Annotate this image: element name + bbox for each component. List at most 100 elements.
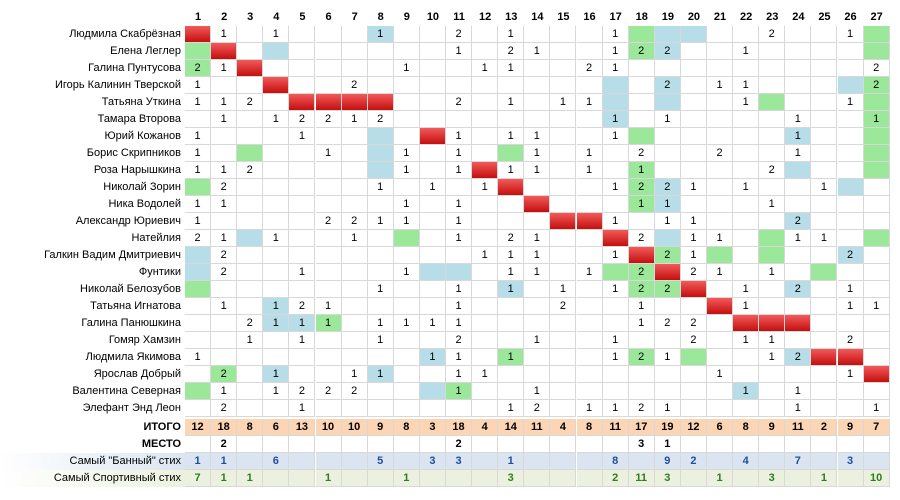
- score-cell: 1: [733, 77, 760, 94]
- score-cell: [680, 77, 707, 94]
- score-cell: [785, 315, 812, 332]
- banny-row-cell: [707, 453, 734, 470]
- banny-row-cell: 9: [654, 453, 681, 470]
- score-cell: [576, 128, 603, 145]
- score-cell: [237, 145, 264, 162]
- score-cell: [419, 281, 446, 298]
- score-cell: [263, 43, 290, 60]
- score-cell: 2: [315, 383, 342, 400]
- score-cell: [550, 162, 577, 179]
- score-cell: 2: [315, 111, 342, 128]
- participant-name: Гомяр Хамзин: [108, 334, 181, 346]
- score-cell: [550, 230, 577, 247]
- score-cell: [237, 179, 264, 196]
- score-cell: 1: [628, 162, 655, 179]
- score-cell: [811, 196, 838, 213]
- column-header: 6: [325, 11, 332, 23]
- score-cell: 1: [367, 366, 394, 383]
- mesto-row-cell: 2: [446, 436, 473, 453]
- participant-name: Николай Белозубов: [80, 283, 181, 295]
- score-cell: 1: [211, 111, 238, 128]
- score-cell: [863, 366, 890, 383]
- score-cell: [811, 60, 838, 77]
- score-cell: 1: [707, 230, 734, 247]
- score-cell: [837, 315, 864, 332]
- banny-row-cell: [289, 453, 316, 470]
- score-cell: [759, 383, 786, 400]
- score-cell: [289, 179, 316, 196]
- score-cell: [237, 247, 264, 264]
- itogo-row-cell: 7: [863, 419, 890, 436]
- score-cell: [785, 77, 812, 94]
- banny-row-cell: 1: [185, 453, 212, 470]
- score-cell: [185, 400, 212, 417]
- score-cell: [393, 128, 420, 145]
- column-header: 22: [740, 11, 753, 23]
- score-cell: 2: [628, 349, 655, 366]
- score-cell: [863, 162, 890, 179]
- score-cell: [315, 94, 342, 111]
- score-cell: [811, 162, 838, 179]
- score-cell: 1: [446, 43, 473, 60]
- score-cell: [498, 111, 525, 128]
- score-cell: [393, 298, 420, 315]
- score-cell: 1: [393, 213, 420, 230]
- score-cell: [263, 349, 290, 366]
- itogo-row-cell: 9: [759, 419, 786, 436]
- score-cell: 1: [602, 281, 629, 298]
- score-cell: [680, 196, 707, 213]
- column-header: 7: [351, 11, 358, 23]
- sport-row-cell: [289, 470, 316, 487]
- score-cell: 2: [654, 179, 681, 196]
- score-cell: [237, 60, 264, 77]
- score-cell: [628, 111, 655, 128]
- score-cell: [446, 77, 473, 94]
- score-cell: [550, 264, 577, 281]
- sport-row-cell: [419, 470, 446, 487]
- score-cell: 2: [185, 60, 212, 77]
- participant-name: Валентина Северная: [72, 385, 181, 397]
- score-cell: 1: [263, 298, 290, 315]
- score-cell: [785, 298, 812, 315]
- banny-row-cell: 3: [446, 453, 473, 470]
- mesto-row-cell: [419, 436, 446, 453]
- score-cell: 1: [498, 94, 525, 111]
- column-header: 10: [426, 11, 440, 23]
- score-cell: [289, 162, 316, 179]
- score-cell: [863, 281, 890, 298]
- score-cell: [341, 332, 368, 349]
- score-cell: [263, 400, 290, 417]
- score-cell: [628, 247, 655, 264]
- itogo-row-cell: 10: [341, 419, 368, 436]
- score-cell: [263, 213, 290, 230]
- score-cell: [211, 332, 238, 349]
- score-cell: 1: [550, 281, 577, 298]
- banny-row-cell: [863, 453, 890, 470]
- score-cell: [837, 400, 864, 417]
- score-cell: [367, 264, 394, 281]
- score-cell: [837, 145, 864, 162]
- sport-row-cell: 3: [759, 470, 786, 487]
- column-header: 8: [377, 11, 384, 23]
- mesto-row-cell: [393, 436, 420, 453]
- score-cell: [472, 26, 499, 43]
- score-cell: [811, 43, 838, 60]
- sport-row-cell: 1: [811, 470, 838, 487]
- score-cell: 2: [211, 247, 238, 264]
- score-cell: [707, 281, 734, 298]
- score-cell: 1: [498, 247, 525, 264]
- score-cell: [367, 349, 394, 366]
- score-cell: [393, 43, 420, 60]
- score-cell: [211, 315, 238, 332]
- itogo-row-cell: 18: [446, 419, 473, 436]
- score-cell: [811, 247, 838, 264]
- score-cell: [472, 264, 499, 281]
- score-cell: [550, 179, 577, 196]
- score-cell: [185, 315, 212, 332]
- score-cell: [628, 128, 655, 145]
- score-cell: [733, 111, 760, 128]
- score-cell: 1: [524, 332, 551, 349]
- score-cell: [367, 247, 394, 264]
- score-cell: [367, 60, 394, 77]
- score-cell: 2: [628, 43, 655, 60]
